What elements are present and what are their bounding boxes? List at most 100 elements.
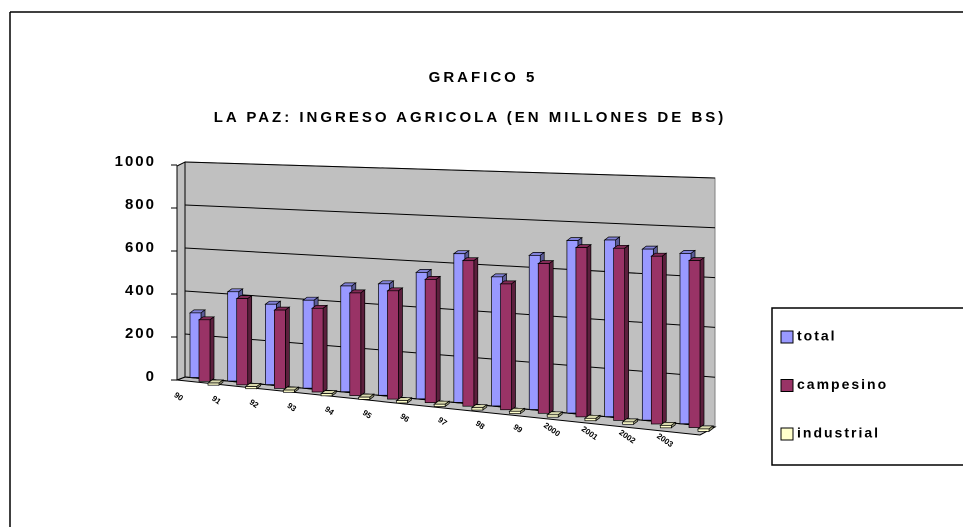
bar: [687, 256, 706, 429]
legend: total campesino industrial: [771, 307, 963, 466]
bar-side: [322, 304, 328, 393]
x-tick-label: 2000: [542, 421, 562, 439]
bar-side: [699, 256, 705, 429]
x-tick-label: 99: [512, 422, 525, 435]
legend-label: campesino: [797, 376, 888, 392]
bar-front: [207, 382, 220, 386]
side-wall: [176, 161, 186, 381]
x-tick-label: 98: [474, 419, 487, 432]
bar: [461, 257, 479, 407]
plot: 0 200 400 600 800 1000 90 91 92 93 94 95 96 97 98 99 200…: [115, 153, 717, 449]
bar-front: [697, 428, 710, 432]
bar: [696, 425, 715, 433]
bar-front: [358, 396, 371, 400]
bar-side: [586, 243, 592, 418]
bar: [621, 418, 639, 425]
bar-front: [274, 309, 286, 389]
bar-side: [435, 275, 441, 404]
bar-side: [360, 289, 366, 397]
bar: [357, 393, 375, 401]
x-tick-label: 90: [172, 390, 185, 403]
bar-side: [398, 287, 403, 400]
bar-front: [198, 319, 211, 382]
legend-label: industrial: [797, 425, 880, 441]
bar: [395, 397, 413, 404]
bar: [470, 404, 488, 411]
bar-front: [424, 279, 437, 404]
bar-front: [688, 260, 701, 428]
bar-front: [349, 292, 362, 396]
y-tick-label: 600: [125, 239, 156, 256]
bar-front: [320, 393, 333, 397]
bar: [311, 304, 329, 393]
grid-line: [184, 161, 716, 179]
x-tick-label: 96: [399, 412, 412, 425]
bar: [386, 287, 404, 400]
bar: [433, 400, 451, 408]
y-tick-label: 200: [125, 325, 156, 342]
bar-side: [511, 280, 516, 411]
x-tick-label: 94: [323, 405, 336, 418]
x-tick-label: 2003: [655, 431, 675, 449]
bar: [659, 421, 677, 429]
bar: [583, 414, 601, 422]
bar: [244, 382, 262, 390]
bar: [612, 244, 630, 422]
legend-label: total: [797, 328, 837, 344]
legend-swatch: [780, 427, 794, 441]
bar-front: [500, 283, 512, 411]
y-tick-label: 0: [146, 368, 156, 385]
bar-front: [650, 255, 663, 425]
bar: [235, 294, 253, 386]
bar-front: [471, 407, 484, 411]
bar: [574, 243, 592, 418]
bar-front: [659, 425, 672, 429]
bar: [508, 407, 526, 415]
grid-line: [184, 204, 716, 229]
bar: [537, 259, 555, 414]
bar-front: [546, 414, 559, 418]
bar: [206, 379, 225, 386]
y-tick-label: 1000: [115, 153, 156, 170]
bar-side: [285, 306, 290, 390]
bar-front: [245, 386, 258, 390]
bar-side: [209, 316, 215, 382]
bar: [197, 316, 216, 382]
bar-front: [462, 260, 475, 407]
bar: [499, 280, 517, 411]
bar-front: [283, 389, 295, 393]
bar-front: [622, 421, 634, 425]
bar-front: [575, 247, 588, 418]
bar-side: [548, 259, 554, 414]
chart-subtitle: LA PAZ: INGRESO AGRICOLA (EN MILLONES DE…: [214, 109, 727, 126]
bar-side: [473, 257, 479, 407]
legend-swatch: [780, 379, 794, 392]
bar-front: [537, 263, 550, 414]
bar: [546, 411, 564, 418]
x-tick-label: 2002: [617, 428, 637, 446]
legend-box: [771, 307, 963, 466]
bar-front: [311, 307, 324, 393]
bar: [282, 386, 300, 393]
legend-swatch: [780, 330, 794, 344]
bar-side: [661, 252, 667, 425]
bar: [348, 289, 366, 397]
chart-title: GRAFICO 5: [429, 69, 538, 86]
bar-front: [613, 247, 625, 421]
bar-front: [433, 403, 446, 407]
bar-front: [509, 410, 521, 414]
x-tick-label: 91: [210, 394, 223, 407]
bar-front: [387, 290, 399, 400]
bar: [650, 252, 668, 425]
bar-front: [584, 417, 597, 422]
x-tick-label: 93: [285, 401, 298, 414]
bar-front: [236, 298, 249, 386]
bar: [424, 275, 442, 404]
x-tick-label: 92: [248, 397, 261, 410]
x-tick-label: 2001: [580, 424, 600, 442]
x-tick-label: 95: [361, 408, 374, 421]
bar: [273, 306, 291, 390]
bar-side: [624, 244, 629, 422]
y-tick-label: 400: [125, 282, 156, 299]
